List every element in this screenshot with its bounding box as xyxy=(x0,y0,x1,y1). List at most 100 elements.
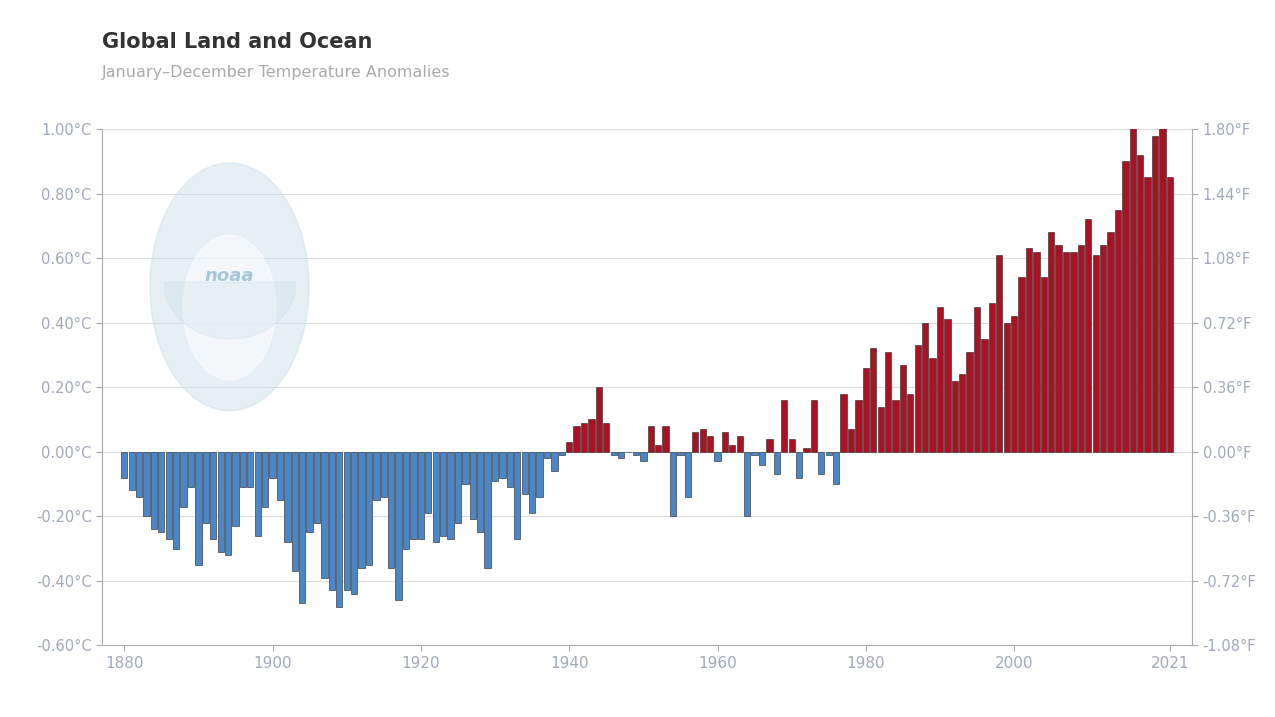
Bar xyxy=(766,439,773,452)
Bar xyxy=(425,452,431,513)
Bar xyxy=(1130,126,1136,452)
Bar xyxy=(914,346,921,452)
Bar xyxy=(374,452,380,500)
Bar xyxy=(618,452,625,458)
Text: Global Land and Ocean: Global Land and Ocean xyxy=(102,32,372,52)
Bar xyxy=(121,452,128,478)
Bar xyxy=(232,452,238,526)
Bar xyxy=(129,452,135,490)
Bar xyxy=(811,400,817,452)
Bar xyxy=(240,452,246,488)
Bar xyxy=(877,407,884,452)
Bar xyxy=(951,381,958,452)
Circle shape xyxy=(184,235,275,380)
Bar xyxy=(218,452,224,552)
Bar xyxy=(1077,245,1084,452)
Bar xyxy=(366,452,372,565)
Bar xyxy=(514,452,520,539)
Bar xyxy=(337,452,343,607)
Bar xyxy=(737,436,743,452)
Bar xyxy=(751,452,757,455)
Bar xyxy=(714,452,720,462)
Bar xyxy=(566,442,572,452)
Bar xyxy=(558,452,565,455)
Bar xyxy=(166,452,172,539)
Bar xyxy=(500,452,506,478)
Bar xyxy=(173,452,180,549)
Bar xyxy=(1137,155,1144,452)
Bar xyxy=(870,348,876,452)
Bar xyxy=(321,452,328,578)
Bar xyxy=(722,432,728,452)
Bar xyxy=(892,400,899,452)
Bar xyxy=(1011,316,1017,452)
Bar xyxy=(529,452,536,513)
Bar xyxy=(632,452,639,455)
Bar xyxy=(1033,252,1039,452)
Bar xyxy=(856,400,862,452)
Bar xyxy=(900,365,907,452)
Bar xyxy=(1122,161,1128,452)
Bar xyxy=(922,323,928,452)
Bar xyxy=(395,452,402,600)
Bar xyxy=(774,452,780,475)
Bar xyxy=(840,394,847,452)
Bar xyxy=(1003,323,1010,452)
Bar xyxy=(150,452,157,529)
Bar xyxy=(945,320,951,452)
Bar xyxy=(729,445,736,452)
Bar xyxy=(187,452,194,488)
Bar xyxy=(611,452,617,455)
Bar xyxy=(663,426,669,452)
Bar xyxy=(195,452,201,565)
Bar xyxy=(782,400,788,452)
Bar xyxy=(974,307,980,452)
Bar xyxy=(411,452,417,539)
Bar xyxy=(1019,277,1025,452)
Bar xyxy=(700,429,706,452)
Bar xyxy=(292,452,298,571)
Bar xyxy=(158,452,164,532)
Bar xyxy=(544,452,550,458)
Bar xyxy=(1070,252,1076,452)
Text: noaa: noaa xyxy=(205,267,254,285)
Bar xyxy=(455,452,462,523)
Bar xyxy=(759,452,765,465)
Bar xyxy=(885,352,891,452)
Bar xyxy=(469,452,476,519)
Bar xyxy=(463,452,468,484)
Bar xyxy=(603,423,609,452)
Bar xyxy=(796,452,802,478)
Bar xyxy=(551,452,557,471)
Bar xyxy=(358,452,365,568)
Bar xyxy=(692,432,699,452)
Bar xyxy=(706,436,713,452)
Bar xyxy=(966,352,973,452)
Bar xyxy=(403,452,409,549)
Bar xyxy=(143,452,149,516)
Bar xyxy=(929,358,936,452)
Bar xyxy=(484,452,491,568)
Bar xyxy=(247,452,254,488)
Bar xyxy=(210,452,217,539)
Bar xyxy=(329,452,335,591)
Bar xyxy=(1063,252,1070,452)
Bar xyxy=(819,452,825,475)
Bar xyxy=(277,452,283,500)
Bar xyxy=(1040,277,1047,452)
Bar xyxy=(908,394,913,452)
Bar xyxy=(588,419,594,452)
Bar xyxy=(136,452,143,497)
Bar xyxy=(269,452,275,478)
Bar xyxy=(848,429,854,452)
Bar xyxy=(669,452,676,516)
Bar xyxy=(826,452,831,455)
Bar xyxy=(863,368,870,452)
Bar xyxy=(381,452,386,497)
Bar xyxy=(1159,123,1165,452)
Bar xyxy=(1026,249,1033,452)
Bar xyxy=(521,452,528,494)
Bar xyxy=(655,445,662,452)
Bar xyxy=(833,452,839,484)
Bar xyxy=(581,423,588,452)
